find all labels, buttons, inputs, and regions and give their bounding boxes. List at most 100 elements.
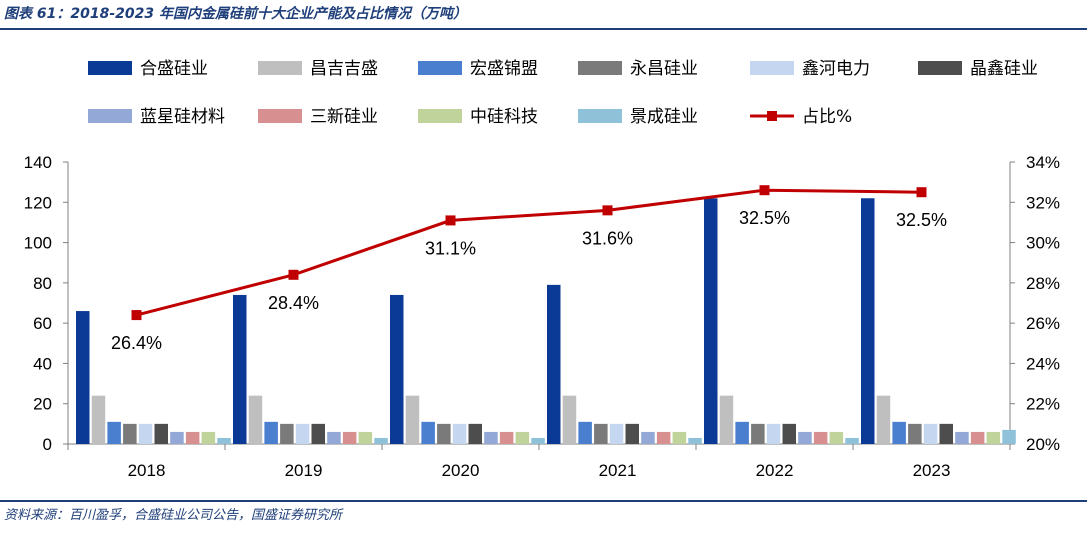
bar-4-2023: [908, 423, 922, 444]
x-tick-label: 2020: [442, 461, 480, 480]
bar-5-2018: [138, 423, 153, 444]
x-tick-label: 2018: [128, 461, 166, 480]
share-label: 28.4%: [268, 293, 319, 313]
legend-swatch: [578, 109, 622, 123]
legend-item: 景成硅业: [578, 107, 698, 127]
y-tick-label: 140: [24, 153, 52, 172]
chart-title: 图表 61：2018-2023 年国内金属硅前十大企业产能及占比情况（万吨）: [4, 6, 467, 22]
legend-swatch: [88, 109, 132, 123]
bar-4-2018: [123, 423, 137, 444]
bar-4-2021: [594, 423, 608, 444]
legend-item: 中硅科技: [418, 107, 538, 127]
legend-marker: [767, 111, 777, 121]
bar-2-2021: [562, 395, 577, 444]
bar-10-2018: [217, 437, 231, 444]
bar-3-2019: [264, 421, 278, 444]
bar-6-2023: [939, 423, 953, 444]
x-tick-label: 2019: [285, 461, 323, 480]
y-tick-label: 0: [43, 435, 52, 454]
x-tick-label: 2022: [756, 461, 794, 480]
bar-8-2019: [342, 431, 357, 444]
y-tick-label: 100: [24, 234, 52, 253]
y-tick-label: 60: [33, 314, 52, 333]
bar-10-2021: [688, 437, 702, 444]
bars: [76, 198, 1016, 444]
x-axis: 2018 2019 2020 2021 2022 2023: [67, 443, 1011, 480]
bar-2-2020: [405, 395, 420, 444]
y2-tick-label: 28%: [1026, 274, 1060, 293]
legend-item: 占比%: [750, 107, 852, 127]
share-marker: [916, 187, 927, 198]
y2-tick-label: 20%: [1026, 435, 1060, 454]
legend-swatch: [88, 61, 132, 75]
legend-label: 永昌硅业: [630, 59, 698, 79]
bar-9-2021: [672, 431, 687, 444]
bar-7-2019: [327, 431, 341, 444]
share-label: 31.1%: [425, 238, 476, 258]
bar-5-2019: [295, 423, 310, 444]
bar-2-2019: [248, 395, 263, 444]
bar-8-2020: [499, 431, 514, 444]
share-label: 31.6%: [582, 228, 633, 248]
share-line: [131, 185, 927, 321]
bar-7-2020: [484, 431, 498, 444]
legend-label: 鑫河电力: [802, 59, 870, 79]
bar-5-2022: [766, 423, 781, 444]
y-tick-label: 80: [33, 274, 52, 293]
bar-8-2018: [185, 431, 200, 444]
bar-1-2020: [390, 294, 404, 444]
bar-9-2018: [201, 431, 216, 444]
x-tick-label: 2023: [913, 461, 951, 480]
share-marker: [759, 185, 770, 196]
bar-9-2020: [515, 431, 530, 444]
bar-9-2022: [829, 431, 844, 444]
bar-10-2020: [531, 437, 545, 444]
bar-10-2022: [845, 437, 859, 444]
legend-label: 蓝星硅材料: [140, 107, 225, 127]
bar-5-2020: [452, 423, 467, 444]
legend-label: 三新硅业: [310, 107, 378, 127]
bar-1-2023: [861, 198, 875, 444]
share-label: 32.5%: [896, 210, 947, 230]
bar-3-2021: [578, 421, 592, 444]
bar-10-2023: [1002, 429, 1016, 444]
bar-2-2018: [91, 395, 106, 444]
legend-item: 永昌硅业: [578, 59, 698, 79]
legend-swatch: [578, 61, 622, 75]
legend-label: 中硅科技: [470, 107, 538, 127]
share-label: 32.5%: [739, 208, 790, 228]
bar-3-2020: [421, 421, 435, 444]
legend-label: 晶鑫硅业: [970, 59, 1038, 79]
legend-swatch: [750, 61, 794, 75]
share-marker: [445, 215, 456, 226]
bar-4-2022: [751, 423, 765, 444]
bar-6-2018: [154, 423, 168, 444]
legend-label: 宏盛锦盟: [470, 59, 538, 79]
x-tick-label: 2021: [599, 461, 637, 480]
bar-7-2021: [641, 431, 655, 444]
y-tick-label: 20: [33, 395, 52, 414]
data-labels: 26.4% 28.4% 31.1% 31.6% 32.5% 32.5%: [111, 208, 947, 353]
bar-8-2023: [970, 431, 985, 444]
legend-item: 晶鑫硅业: [918, 59, 1038, 79]
bar-9-2023: [986, 431, 1001, 444]
bar-1-2022: [704, 198, 718, 444]
bar-3-2018: [107, 421, 121, 444]
top-divider: [0, 28, 1087, 30]
bar-6-2020: [468, 423, 482, 444]
legend-swatch: [918, 61, 962, 75]
y2-tick-label: 22%: [1026, 395, 1060, 414]
legend-item: 合盛硅业: [88, 59, 208, 79]
legend-label: 合盛硅业: [140, 59, 208, 79]
legend-swatch: [258, 61, 302, 75]
y-tick-label: 40: [33, 354, 52, 373]
bottom-divider: [0, 500, 1087, 502]
bar-4-2019: [280, 423, 294, 444]
legend-item: 蓝星硅材料: [88, 107, 225, 127]
bar-6-2019: [311, 423, 325, 444]
bar-8-2022: [813, 431, 828, 444]
share-marker: [131, 310, 142, 321]
bar-5-2021: [609, 423, 624, 444]
bar-1-2019: [233, 294, 247, 444]
bar-6-2022: [782, 423, 796, 444]
